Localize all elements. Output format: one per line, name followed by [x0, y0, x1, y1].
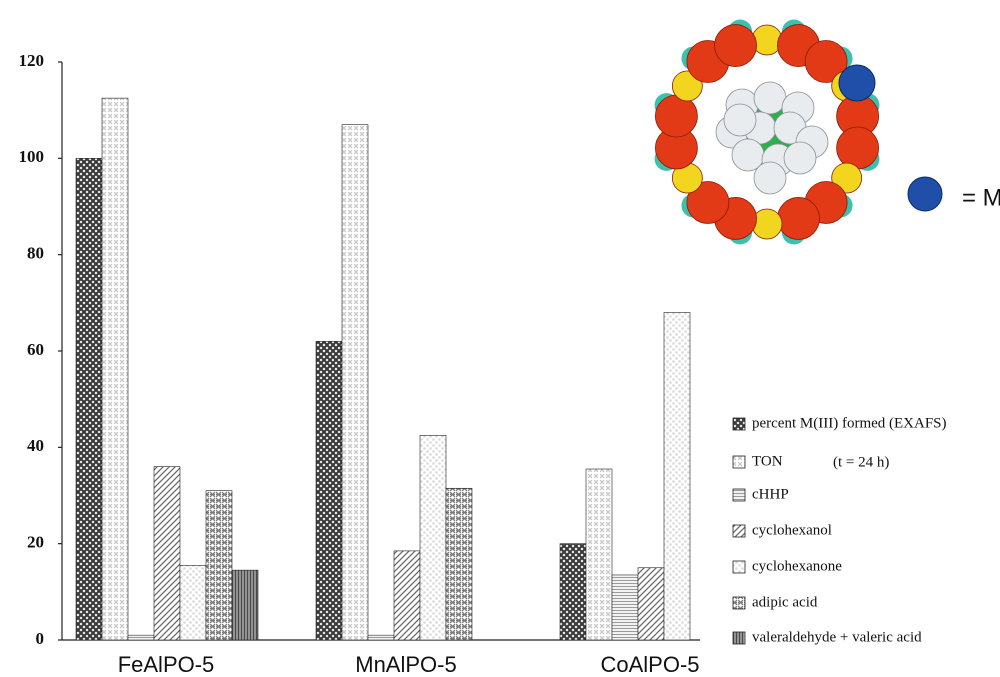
legend-label: cHHP	[752, 486, 789, 502]
bar	[153, 466, 181, 641]
bar	[419, 434, 447, 641]
bar	[559, 543, 587, 641]
atom	[804, 40, 848, 83]
legend-label: valeraldehyde + valeric acid	[752, 629, 922, 645]
legend-label: TON	[752, 453, 783, 469]
atom	[777, 197, 820, 240]
atom	[753, 161, 787, 195]
bar	[75, 158, 103, 641]
legend-label: adipic acid	[752, 594, 818, 610]
bar	[205, 490, 233, 641]
legend-annotation: (t = 24 h)	[833, 454, 889, 470]
legend-swatch	[732, 596, 746, 610]
legend-metal	[907, 176, 943, 212]
legend-swatch	[732, 488, 746, 502]
atom	[831, 162, 863, 194]
legend-label: cyclohexanol	[752, 522, 832, 538]
x-tick-label: CoAlPO-5	[600, 652, 699, 677]
bar	[101, 97, 129, 641]
y-tick-label: 20	[27, 533, 44, 552]
atom	[654, 94, 698, 138]
bar	[341, 124, 369, 641]
inset-annotation: = M	[962, 184, 1000, 211]
legend-label: cyclohexanone	[752, 558, 842, 574]
atom	[836, 126, 880, 170]
atom	[751, 24, 783, 56]
legend-swatch	[732, 455, 746, 469]
atom	[753, 81, 787, 115]
atom	[751, 208, 783, 240]
atom	[723, 103, 757, 137]
x-tick-label: FeAlPO-5	[118, 652, 215, 677]
y-tick-label: 120	[19, 51, 45, 70]
bar	[445, 487, 473, 641]
bar	[663, 312, 691, 641]
bar	[393, 550, 421, 641]
y-tick-label: 80	[27, 244, 44, 263]
legend-label: percent M(III) formed (EXAFS)	[752, 415, 947, 431]
atom	[714, 24, 757, 67]
y-tick-label: 60	[27, 340, 44, 359]
atom	[783, 141, 817, 175]
legend-swatch	[732, 560, 746, 574]
legend-swatch	[732, 417, 746, 431]
bar	[315, 341, 343, 641]
bar	[179, 565, 207, 641]
atom	[686, 181, 730, 224]
atom	[671, 70, 703, 102]
y-tick-label: 40	[27, 436, 44, 455]
bar	[611, 574, 639, 641]
y-tick-label: 100	[19, 147, 45, 166]
bar	[231, 569, 259, 641]
metal-atom	[838, 64, 876, 102]
bar	[637, 567, 665, 641]
bar	[585, 468, 613, 641]
y-tick-label: 0	[36, 629, 45, 648]
x-tick-label: MnAlPO-5	[355, 652, 456, 677]
bar	[127, 634, 155, 641]
legend-swatch	[732, 631, 746, 645]
inset-illustration	[654, 19, 943, 245]
legend-swatch	[732, 524, 746, 538]
bar	[367, 634, 395, 641]
